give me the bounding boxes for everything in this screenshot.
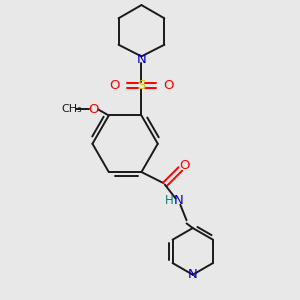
- Text: S: S: [137, 80, 146, 92]
- Text: CH₃: CH₃: [61, 104, 82, 114]
- Text: N: N: [136, 53, 146, 66]
- Text: O: O: [180, 159, 190, 172]
- Text: N: N: [188, 268, 198, 281]
- Text: H: H: [165, 194, 174, 207]
- Text: N: N: [174, 194, 184, 207]
- Text: O: O: [109, 80, 120, 92]
- Text: O: O: [163, 80, 174, 92]
- Text: O: O: [88, 103, 98, 116]
